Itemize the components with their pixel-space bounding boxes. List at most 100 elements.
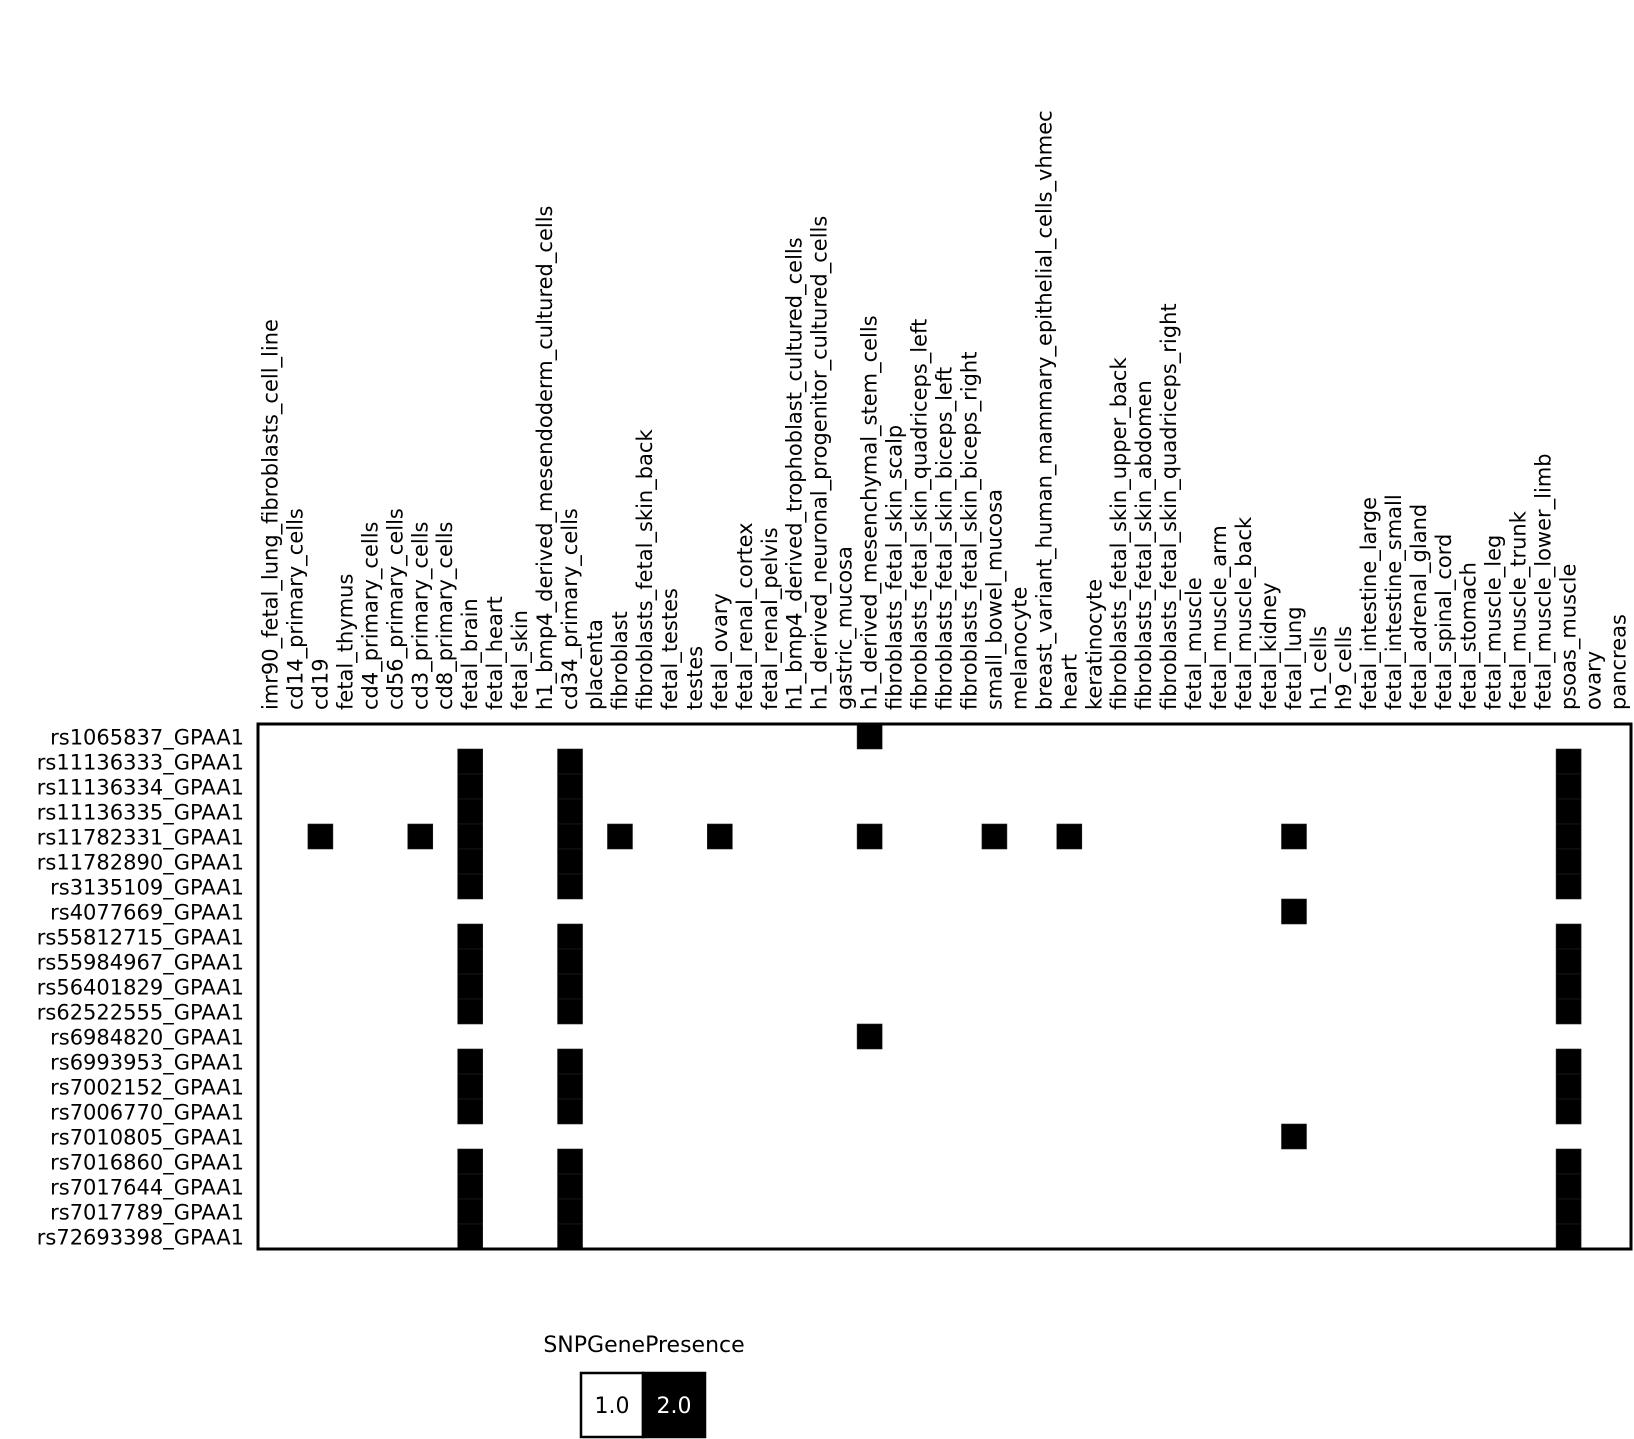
- row-label-rs7006770_GPAA1: rs7006770_GPAA1: [50, 1101, 244, 1126]
- column-label-heart: heart: [1057, 654, 1081, 710]
- heatmap-cells: [307, 723, 1582, 1250]
- column-label-small_bowel_mucosa: small_bowel_mucosa: [982, 489, 1007, 710]
- column-label-fetal_skin: fetal_skin: [508, 610, 533, 710]
- column-label-fibroblasts_fetal_skin_biceps_left: fibroblasts_fetal_skin_biceps_left: [933, 367, 958, 710]
- column-label-fetal_renal_pelvis: fetal_renal_pelvis: [758, 527, 783, 710]
- cell-rs55812715_GPAA1-fetal_brain: [457, 923, 483, 950]
- column-label-cd34_primary_cells: cd34_primary_cells: [558, 508, 583, 710]
- cell-rs72693398_GPAA1-cd34_primary_cells: [557, 1223, 583, 1250]
- column-label-h1_cells: h1_cells: [1307, 626, 1332, 710]
- cell-rs11782331_GPAA1-cd3_primary_cells: [407, 823, 434, 850]
- cell-rs11782331_GPAA1-small_bowel_mucosa: [981, 823, 1008, 850]
- cell-rs4077669_GPAA1-fetal_lung: [1281, 898, 1307, 925]
- cell-rs55812715_GPAA1-cd34_primary_cells: [557, 923, 583, 950]
- cell-rs55984967_GPAA1-fetal_brain: [457, 948, 483, 975]
- cell-rs7002152_GPAA1-cd34_primary_cells: [557, 1073, 583, 1100]
- cell-rs11136333_GPAA1-cd34_primary_cells: [557, 748, 583, 775]
- cell-rs11782331_GPAA1-psoas_muscle: [1555, 823, 1582, 850]
- column-label-cd14_primary_cells: cd14_primary_cells: [283, 508, 308, 710]
- column-label-fibroblasts_fetal_skin_back: fibroblasts_fetal_skin_back: [633, 429, 658, 710]
- column-label-gastric_mucosa: gastric_mucosa: [833, 546, 858, 710]
- cell-rs56401829_GPAA1-fetal_brain: [457, 973, 483, 1000]
- row-labels: rs1065837_GPAA1rs11136333_GPAA1rs1113633…: [37, 726, 244, 1251]
- row-label-rs55984967_GPAA1: rs55984967_GPAA1: [37, 951, 244, 976]
- cell-rs11782890_GPAA1-cd34_primary_cells: [557, 848, 583, 875]
- column-label-fibroblasts_fetal_skin_quadriceps_left: fibroblasts_fetal_skin_quadriceps_left: [908, 319, 933, 710]
- column-label-h1_bmp4_derived_trophoblast_cultured_cells: h1_bmp4_derived_trophoblast_cultured_cel…: [783, 237, 808, 710]
- cell-rs7016860_GPAA1-psoas_muscle: [1555, 1148, 1582, 1175]
- cell-rs11136335_GPAA1-cd34_primary_cells: [557, 798, 583, 825]
- column-label-fetal_testes: fetal_testes: [658, 588, 683, 710]
- cell-rs3135109_GPAA1-cd34_primary_cells: [557, 873, 583, 900]
- row-label-rs6993953_GPAA1: rs6993953_GPAA1: [50, 1051, 244, 1076]
- heatmap-frame: [256, 722, 1633, 1251]
- row-label-rs11136333_GPAA1: rs11136333_GPAA1: [37, 751, 244, 776]
- column-label-h9_cells: h9_cells: [1332, 626, 1357, 710]
- column-label-h1_bmp4_derived_mesendoderm_cultured_cells: h1_bmp4_derived_mesendoderm_cultured_cel…: [533, 206, 558, 710]
- column-label-fetal_renal_cortex: fetal_renal_cortex: [733, 522, 758, 710]
- cell-rs11782890_GPAA1-psoas_muscle: [1555, 848, 1582, 875]
- cell-rs11136333_GPAA1-fetal_brain: [457, 748, 483, 775]
- cell-rs7006770_GPAA1-fetal_brain: [457, 1098, 483, 1125]
- cell-rs7016860_GPAA1-cd34_primary_cells: [557, 1148, 583, 1175]
- column-label-cd3_primary_cells: cd3_primary_cells: [408, 522, 433, 711]
- cell-rs11136334_GPAA1-cd34_primary_cells: [557, 773, 583, 800]
- cell-rs55984967_GPAA1-cd34_primary_cells: [557, 948, 583, 975]
- cell-rs7017644_GPAA1-fetal_brain: [457, 1173, 483, 1200]
- cell-rs11782331_GPAA1-fetal_ovary: [707, 823, 733, 850]
- column-label-placenta: placenta: [583, 619, 607, 710]
- cell-rs7017644_GPAA1-psoas_muscle: [1555, 1173, 1582, 1200]
- cell-rs62522555_GPAA1-psoas_muscle: [1555, 998, 1582, 1025]
- column-label-fetal_lung: fetal_lung: [1282, 606, 1307, 710]
- column-label-fetal_brain: fetal_brain: [458, 598, 483, 710]
- cell-rs72693398_GPAA1-fetal_brain: [457, 1223, 483, 1250]
- cell-rs1065837_GPAA1-h1_derived_mesenchymal_stem_cells: [856, 723, 883, 750]
- legend-label-2.0: 2.0: [657, 1394, 692, 1419]
- cell-rs55984967_GPAA1-psoas_muscle: [1555, 948, 1582, 975]
- cell-rs7006770_GPAA1-cd34_primary_cells: [557, 1098, 583, 1125]
- cell-rs3135109_GPAA1-psoas_muscle: [1555, 873, 1582, 900]
- column-label-fetal_muscle_trunk: fetal_muscle_trunk: [1507, 510, 1532, 710]
- row-label-rs11136335_GPAA1: rs11136335_GPAA1: [37, 801, 244, 826]
- column-label-fetal_stomach: fetal_stomach: [1457, 562, 1482, 710]
- cell-rs56401829_GPAA1-cd34_primary_cells: [557, 973, 583, 1000]
- column-label-fibroblasts_fetal_skin_scalp: fibroblasts_fetal_skin_scalp: [883, 425, 908, 710]
- column-label-fibroblasts_fetal_skin_upper_back: fibroblasts_fetal_skin_upper_back: [1107, 357, 1132, 710]
- column-label-fetal_spinal_cord: fetal_spinal_cord: [1432, 534, 1457, 710]
- column-label-fetal_heart: fetal_heart: [483, 596, 508, 710]
- legend-swatch-1.0: [579, 1371, 645, 1439]
- column-label-fetal_muscle: fetal_muscle: [1182, 577, 1207, 710]
- legend-swatch-2.0: [641, 1371, 707, 1439]
- row-label-rs11136334_GPAA1: rs11136334_GPAA1: [37, 776, 244, 801]
- legend-title: SNPGenePresence: [543, 1333, 744, 1358]
- row-label-rs55812715_GPAA1: rs55812715_GPAA1: [37, 926, 244, 951]
- cell-rs7010805_GPAA1-fetal_lung: [1281, 1123, 1307, 1150]
- column-label-ovary: ovary: [1582, 651, 1606, 710]
- legend-entries: 1.0 2.0: [579, 1371, 707, 1439]
- row-label-rs7017644_GPAA1: rs7017644_GPAA1: [50, 1176, 244, 1201]
- row-label-rs3135109_GPAA1: rs3135109_GPAA1: [50, 876, 244, 901]
- cell-rs6993953_GPAA1-cd34_primary_cells: [557, 1048, 583, 1075]
- cell-rs55812715_GPAA1-psoas_muscle: [1555, 923, 1582, 950]
- cell-rs6984820_GPAA1-h1_derived_mesenchymal_stem_cells: [856, 1023, 883, 1050]
- cell-rs7006770_GPAA1-psoas_muscle: [1555, 1098, 1582, 1125]
- column-label-h1_derived_neuronal_progenitor_cultured_cells: h1_derived_neuronal_progenitor_cultured_…: [808, 216, 833, 710]
- column-label-fibroblasts_fetal_skin_biceps_right: fibroblasts_fetal_skin_biceps_right: [957, 352, 982, 710]
- cell-rs56401829_GPAA1-psoas_muscle: [1555, 973, 1582, 1000]
- row-label-rs11782331_GPAA1: rs11782331_GPAA1: [37, 826, 244, 851]
- cell-rs11782331_GPAA1-fetal_lung: [1281, 823, 1307, 850]
- cell-rs11782331_GPAA1-cd34_primary_cells: [557, 823, 583, 850]
- column-label-fetal_muscle_back: fetal_muscle_back: [1232, 516, 1257, 710]
- cell-rs11782331_GPAA1-h1_derived_mesenchymal_stem_cells: [856, 823, 883, 850]
- cell-rs7002152_GPAA1-fetal_brain: [457, 1073, 483, 1100]
- column-label-fetal_intestine_large: fetal_intestine_large: [1357, 497, 1382, 710]
- column-label-cd56_primary_cells: cd56_primary_cells: [383, 508, 408, 710]
- column-label-pancreas: pancreas: [1607, 614, 1631, 710]
- cell-rs62522555_GPAA1-cd34_primary_cells: [557, 998, 583, 1025]
- row-label-rs11782890_GPAA1: rs11782890_GPAA1: [37, 851, 244, 876]
- column-label-keratinocyte: keratinocyte: [1082, 579, 1106, 710]
- row-label-rs7002152_GPAA1: rs7002152_GPAA1: [50, 1076, 244, 1101]
- cell-rs7017789_GPAA1-cd34_primary_cells: [557, 1198, 583, 1225]
- column-label-cd8_primary_cells: cd8_primary_cells: [433, 522, 458, 711]
- column-label-fibroblasts_fetal_skin_abdomen: fibroblasts_fetal_skin_abdomen: [1132, 380, 1157, 710]
